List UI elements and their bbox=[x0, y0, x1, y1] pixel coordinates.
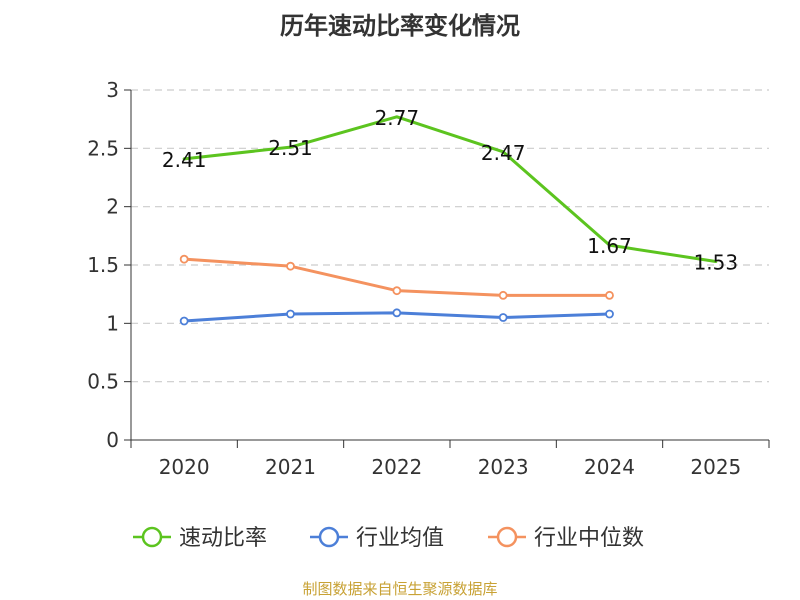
legend-item-1[interactable]: 行业均值 bbox=[310, 526, 444, 551]
legend-marker-icon bbox=[496, 526, 518, 548]
y-tick-label: 2 bbox=[106, 195, 119, 219]
data-point[interactable] bbox=[498, 313, 508, 322]
data-point[interactable] bbox=[605, 309, 614, 319]
x-tick-label: 2023 bbox=[478, 455, 529, 479]
series-line-0 bbox=[184, 115, 717, 263]
data-point[interactable] bbox=[392, 308, 402, 318]
legend-label: 行业均值 bbox=[356, 526, 444, 551]
data-point[interactable] bbox=[714, 260, 718, 263]
y-tick-label: 1.5 bbox=[87, 253, 119, 277]
legend-marker-icon bbox=[141, 526, 163, 548]
data-point[interactable] bbox=[179, 254, 189, 264]
legend-marker-icon bbox=[318, 526, 340, 548]
y-tick-label: 3 bbox=[106, 78, 119, 102]
y-tick-label: 2.5 bbox=[87, 136, 119, 160]
x-tick-label: 2022 bbox=[371, 455, 422, 479]
y-tick-label: 0.5 bbox=[87, 370, 119, 394]
legend-label: 行业中位数 bbox=[534, 526, 644, 551]
data-point[interactable] bbox=[498, 290, 508, 300]
data-label: 2.41 bbox=[162, 148, 207, 172]
legend-label: 速动比率 bbox=[179, 526, 267, 551]
y-tick-label: 1 bbox=[106, 311, 119, 335]
data-point[interactable] bbox=[289, 145, 292, 149]
data-point[interactable] bbox=[392, 286, 402, 296]
chart-title: 历年速动比率变化情况 bbox=[280, 12, 520, 40]
data-label: 2.51 bbox=[268, 136, 313, 160]
x-tick-label: 2024 bbox=[584, 455, 635, 479]
data-label: 1.53 bbox=[694, 251, 739, 275]
data-point[interactable] bbox=[501, 150, 505, 154]
series bbox=[179, 115, 718, 326]
data-point[interactable] bbox=[608, 243, 611, 247]
x-tick-label: 2020 bbox=[159, 455, 210, 479]
data-point[interactable] bbox=[286, 261, 295, 271]
legend-item-0[interactable]: 速动比率 bbox=[133, 526, 267, 551]
axes: 0 0.5 1 1.5 2 2.5 3 2020 2021 2022 2023 2024 2025 bbox=[87, 78, 770, 479]
data-label: 2.77 bbox=[375, 106, 420, 130]
y-tick-label: 0 bbox=[106, 428, 119, 452]
data-point[interactable] bbox=[395, 115, 399, 119]
x-tick-label: 2021 bbox=[265, 455, 316, 479]
data-point[interactable] bbox=[286, 309, 295, 319]
x-tick-label: 2025 bbox=[690, 455, 741, 479]
legend-item-2[interactable]: 行业中位数 bbox=[488, 526, 644, 551]
legend[interactable]: 速动比率 行业均值 行业中位数 bbox=[133, 526, 644, 551]
data-label: 1.67 bbox=[587, 234, 632, 258]
data-point[interactable] bbox=[605, 290, 614, 300]
data-label: 2.47 bbox=[481, 141, 526, 165]
source-note: 制图数据来自恒生聚源数据库 bbox=[302, 580, 497, 598]
data-point[interactable] bbox=[182, 157, 186, 161]
data-point[interactable] bbox=[179, 316, 189, 326]
grid bbox=[131, 89, 769, 383]
data-labels: 2.41 2.51 2.77 2.47 1.67 1.53 bbox=[162, 106, 738, 275]
